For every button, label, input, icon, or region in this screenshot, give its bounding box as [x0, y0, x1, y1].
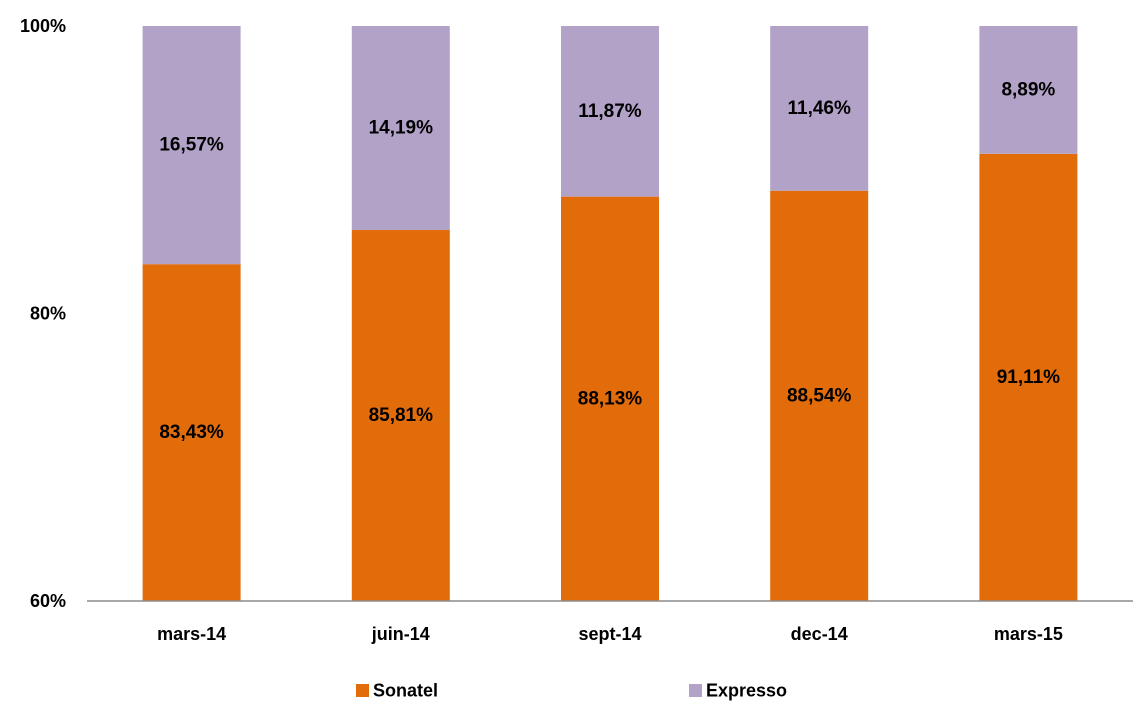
data-label-sonatel-juin-14: 85,81%	[369, 405, 434, 426]
bar-sonatel-mars-14	[142, 264, 241, 601]
data-label-sonatel-mars-14: 83,43%	[159, 422, 224, 443]
bar-sonatel-sept-14	[561, 196, 659, 601]
data-label-sonatel-dec-14: 88,54%	[787, 385, 852, 406]
data-label-expresso-dec-14: 11,46%	[787, 98, 850, 119]
bar-expresso-juin-14	[351, 26, 450, 230]
y-tick-label-100: 100%	[20, 16, 66, 36]
legend-label-expresso: Expresso	[706, 681, 787, 701]
bar-expresso-sept-14	[561, 26, 659, 197]
legend-label-sonatel: Sonatel	[373, 681, 438, 701]
data-label-sonatel-mars-15: 91,11%	[997, 367, 1060, 388]
bar-sonatel-mars-15	[979, 153, 1078, 602]
x-tick-label-sept-14: sept-14	[578, 624, 641, 644]
x-tick-label-juin-14: juin-14	[371, 624, 430, 644]
y-tick-label-60: 60%	[30, 591, 66, 611]
data-labels-layer: 83,43% 16,57% 85,81% 14,19% 88,13% 11,87% 88,5…	[159, 79, 1060, 443]
bar-expresso-dec-14	[770, 26, 869, 191]
data-label-expresso-mars-14: 16,57%	[159, 135, 224, 156]
legend: Sonatel Expresso	[356, 681, 787, 701]
data-label-expresso-mars-15: 8,89%	[1001, 79, 1055, 100]
x-tick-label-mars-14: mars-14	[157, 624, 226, 644]
x-tick-label-mars-15: mars-15	[994, 624, 1063, 644]
data-label-expresso-juin-14: 14,19%	[369, 117, 434, 138]
axis-layer: mars-14 juin-14 sept-14 dec-14 mars-15 60% 80%…	[20, 16, 1133, 644]
data-label-expresso-sept-14: 11,87%	[578, 101, 641, 122]
bars-layer	[142, 26, 1078, 602]
bar-sonatel-dec-14	[770, 190, 869, 602]
data-label-sonatel-sept-14: 88,13%	[578, 388, 643, 409]
bar-sonatel-juin-14	[351, 229, 450, 602]
bar-expresso-mars-14	[142, 26, 241, 265]
bar-expresso-mars-15	[979, 26, 1078, 154]
y-tick-label-80: 80%	[30, 304, 66, 324]
legend-swatch-sonatel	[356, 684, 369, 697]
legend-swatch-expresso	[689, 684, 702, 697]
x-tick-label-dec-14: dec-14	[791, 624, 848, 644]
